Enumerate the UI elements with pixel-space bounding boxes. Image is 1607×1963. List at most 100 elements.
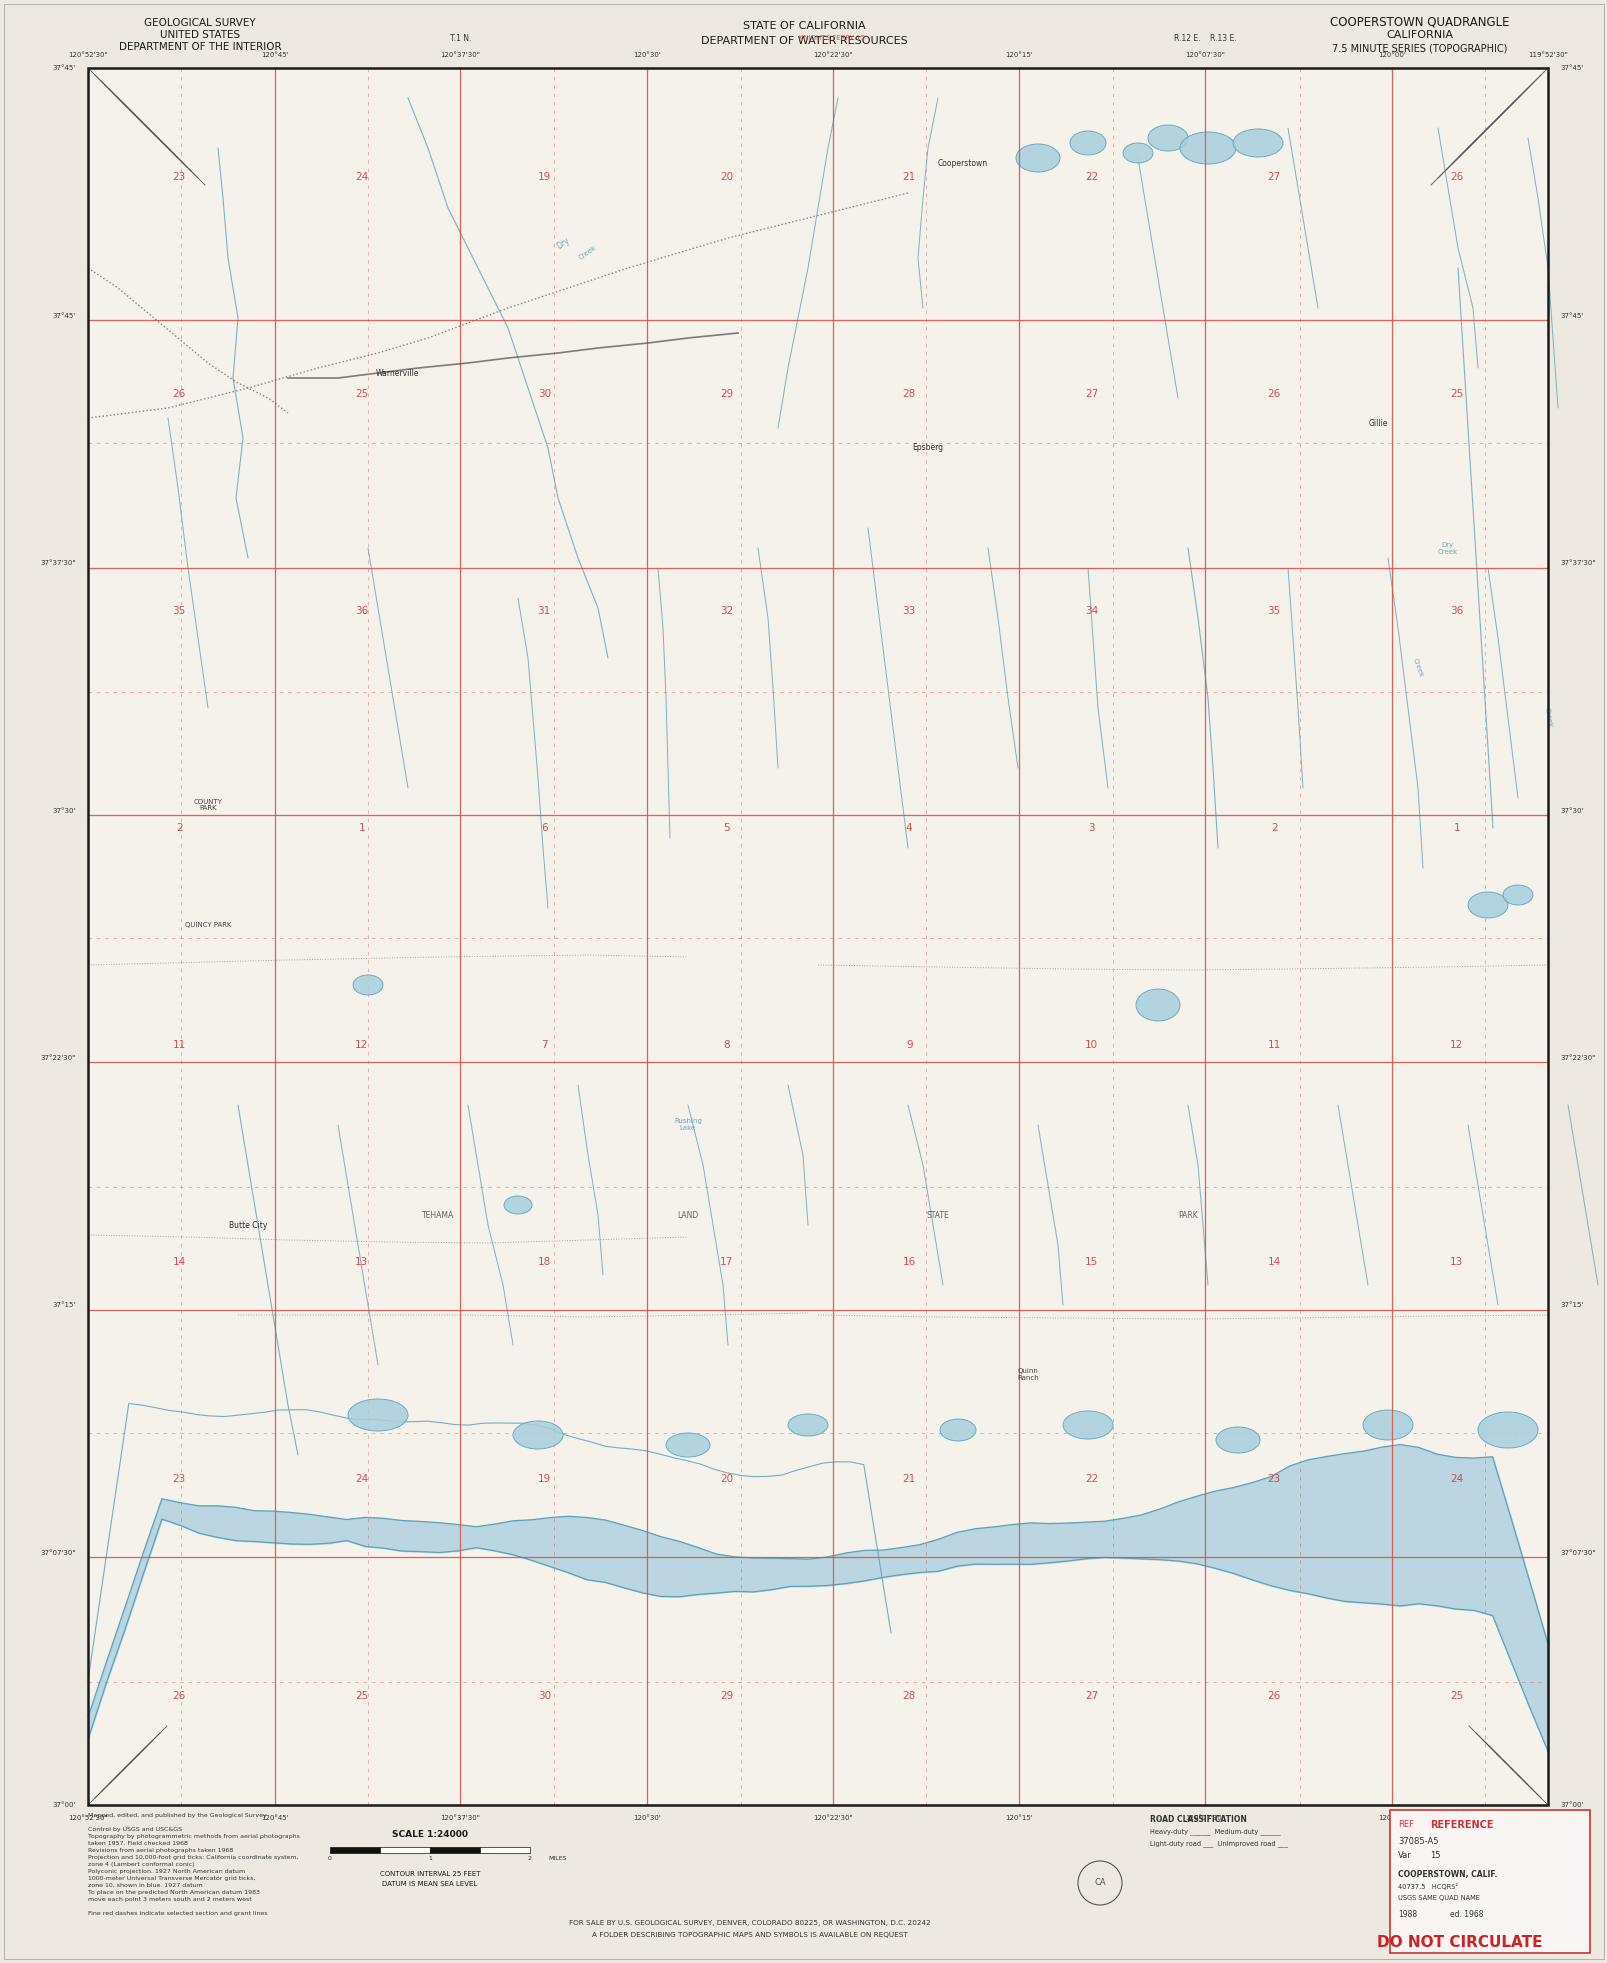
Text: Heavy-duty ______  Medium-duty ______: Heavy-duty ______ Medium-duty ______	[1149, 1828, 1279, 1835]
Text: Var: Var	[1396, 1851, 1411, 1861]
Text: 5: 5	[723, 822, 730, 832]
Text: 29: 29	[720, 389, 733, 398]
Text: 37°37'30": 37°37'30"	[40, 559, 76, 565]
Text: 37°15': 37°15'	[1559, 1301, 1583, 1307]
Text: 0: 0	[328, 1855, 331, 1861]
Text: COUNTY
PARK: COUNTY PARK	[193, 799, 222, 811]
Text: DO NOT CIRCULATE: DO NOT CIRCULATE	[1376, 1936, 1541, 1951]
Text: 120°15': 120°15'	[1004, 1816, 1033, 1822]
Text: 20: 20	[720, 171, 733, 181]
Text: GEOLOGICAL SURVEY: GEOLOGICAL SURVEY	[145, 18, 256, 27]
Text: R.12 E.    R.13 E.: R.12 E. R.13 E.	[1173, 33, 1236, 43]
Text: 30: 30	[537, 389, 551, 398]
Text: COOPERSTOWN QUADRANGLE: COOPERSTOWN QUADRANGLE	[1329, 16, 1509, 29]
Ellipse shape	[513, 1421, 562, 1449]
Bar	[329, 1847, 379, 1853]
Text: 29: 29	[720, 1692, 733, 1702]
Ellipse shape	[1477, 1411, 1536, 1449]
Text: 6: 6	[540, 822, 548, 832]
Ellipse shape	[347, 1400, 408, 1431]
Text: 120°22'30": 120°22'30"	[812, 1816, 852, 1822]
Text: Butte City: Butte City	[228, 1221, 267, 1229]
Text: 120°00': 120°00'	[1377, 51, 1405, 59]
Text: COOPERSTOWN, CALIF.: COOPERSTOWN, CALIF.	[1396, 1871, 1496, 1879]
Ellipse shape	[940, 1419, 975, 1441]
Text: 4: 4	[905, 822, 913, 832]
Text: 26: 26	[1266, 389, 1281, 398]
Text: 24: 24	[1450, 1474, 1462, 1484]
Bar	[480, 1847, 530, 1853]
Text: 120°45': 120°45'	[260, 51, 288, 59]
Text: 13: 13	[1450, 1256, 1462, 1268]
Ellipse shape	[1069, 132, 1106, 155]
Ellipse shape	[787, 1413, 828, 1437]
Text: 31: 31	[537, 607, 551, 616]
Text: 120°37'30": 120°37'30"	[440, 51, 480, 59]
Text: 22: 22	[1085, 171, 1098, 181]
Text: QUINCY PARK: QUINCY PARK	[185, 923, 231, 928]
Text: 33: 33	[902, 607, 916, 616]
Text: 19: 19	[537, 1474, 551, 1484]
Text: 120°37'30": 120°37'30"	[440, 1816, 480, 1822]
Text: T.1 N.: T.1 N.	[450, 33, 471, 43]
Text: 2: 2	[175, 822, 183, 832]
Text: Rushing
Lake: Rushing Lake	[673, 1119, 702, 1131]
Text: 120°07'30": 120°07'30"	[1184, 1816, 1225, 1822]
Text: 27: 27	[1266, 171, 1281, 181]
Text: 37°45': 37°45'	[53, 65, 76, 71]
Text: 37°37'30": 37°37'30"	[1559, 559, 1594, 565]
Text: ROAD CLASSIFICATION: ROAD CLASSIFICATION	[1149, 1816, 1245, 1824]
Text: 27: 27	[1085, 1692, 1098, 1702]
Text: 23: 23	[1266, 1474, 1281, 1484]
Text: 27: 27	[1085, 389, 1098, 398]
Text: 37°00': 37°00'	[53, 1802, 76, 1808]
Text: 22: 22	[1085, 1474, 1098, 1484]
Text: Cooperstown: Cooperstown	[937, 159, 987, 167]
Text: 37°00': 37°00'	[1559, 1802, 1583, 1808]
Text: 14: 14	[172, 1256, 186, 1268]
Text: 36: 36	[1450, 607, 1462, 616]
Text: USGS SAME QUAD NAME: USGS SAME QUAD NAME	[1396, 1894, 1478, 1900]
Text: 11: 11	[1266, 1040, 1281, 1050]
Ellipse shape	[1122, 143, 1152, 163]
Text: Mapped, edited, and published by the Geological Survey

Control by USGS and USC&: Mapped, edited, and published by the Geo…	[88, 1814, 299, 1916]
Text: 120°07'30": 120°07'30"	[1184, 51, 1225, 59]
Text: Creek: Creek	[1543, 707, 1552, 728]
Text: 37°45': 37°45'	[1559, 314, 1583, 320]
Text: 120°22'30": 120°22'30"	[812, 51, 852, 59]
Ellipse shape	[1215, 1427, 1260, 1453]
Text: 26: 26	[1450, 171, 1462, 181]
Text: UNITED STATES: UNITED STATES	[159, 29, 239, 39]
Text: 120°15': 120°15'	[1004, 51, 1033, 59]
Text: 119°52'30": 119°52'30"	[1527, 1816, 1567, 1822]
Text: 2: 2	[1270, 822, 1278, 832]
Text: 23: 23	[172, 171, 186, 181]
Text: 25: 25	[355, 1692, 368, 1702]
Text: 20: 20	[720, 1474, 733, 1484]
Text: Quinn
Ranch: Quinn Ranch	[1017, 1368, 1038, 1382]
Text: 28: 28	[902, 1692, 916, 1702]
Ellipse shape	[503, 1195, 532, 1213]
Text: 1: 1	[358, 822, 365, 832]
Text: Gillie: Gillie	[1368, 418, 1387, 428]
Text: 37°22'30": 37°22'30"	[40, 1054, 76, 1062]
Ellipse shape	[1363, 1409, 1413, 1441]
Text: 11: 11	[172, 1040, 186, 1050]
Text: 26: 26	[172, 1692, 186, 1702]
Text: Epsberg: Epsberg	[911, 444, 943, 453]
Text: 40737.5   HCQRS²: 40737.5 HCQRS²	[1396, 1883, 1458, 1890]
Text: 32: 32	[720, 607, 733, 616]
Text: Light-duty road ___  Unimproved road ___: Light-duty road ___ Unimproved road ___	[1149, 1839, 1287, 1847]
Text: 21: 21	[902, 171, 916, 181]
Bar	[1388, 1810, 1589, 1953]
Text: 18: 18	[537, 1256, 551, 1268]
Text: DEPARTMENT OF THE INTERIOR: DEPARTMENT OF THE INTERIOR	[119, 41, 281, 51]
Text: 25: 25	[355, 389, 368, 398]
Text: ed. 1968: ed. 1968	[1450, 1910, 1483, 1920]
Text: A FOLDER DESCRIBING TOPOGRAPHIC MAPS AND SYMBOLS IS AVAILABLE ON REQUEST: A FOLDER DESCRIBING TOPOGRAPHIC MAPS AND…	[591, 1932, 908, 1937]
Text: 37°45': 37°45'	[53, 314, 76, 320]
Text: 37°07'30": 37°07'30"	[40, 1551, 76, 1557]
Ellipse shape	[1147, 126, 1188, 151]
Text: LAND: LAND	[677, 1211, 697, 1219]
Text: 34: 34	[1085, 607, 1098, 616]
